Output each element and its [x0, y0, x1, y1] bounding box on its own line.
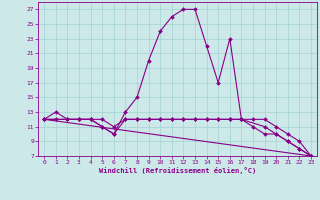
X-axis label: Windchill (Refroidissement éolien,°C): Windchill (Refroidissement éolien,°C) [99, 167, 256, 174]
